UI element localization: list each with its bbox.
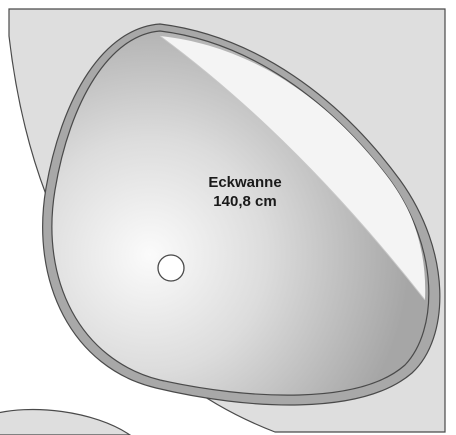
tub-name-label: Eckwanne <box>208 174 281 191</box>
drain-icon <box>157 254 185 282</box>
tub-size-label: 140,8 cm <box>213 193 276 210</box>
basin-highlight <box>160 36 426 300</box>
adjacent-fixture <box>0 408 132 435</box>
basin-highlight-edge <box>159 35 426 301</box>
